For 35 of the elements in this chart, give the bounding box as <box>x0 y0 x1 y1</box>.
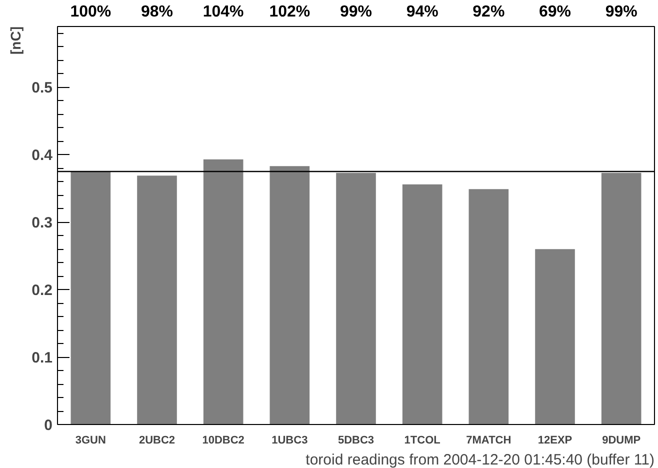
text: 99% <box>605 4 638 20</box>
text: 98% <box>140 4 174 20</box>
y-axis-title: [nC] <box>8 26 24 54</box>
bar <box>468 189 509 424</box>
bar <box>402 184 442 424</box>
x-tick-label: 1TCOL <box>404 434 441 446</box>
y-tick-label: 0.5 <box>32 80 53 97</box>
text: 104% <box>202 4 244 20</box>
x-tick-label: 1UBC3 <box>272 434 308 446</box>
x-tick-label: 10DBC2 <box>202 434 244 446</box>
text: 99% <box>340 4 372 20</box>
x-tick-label: 3GUN <box>75 434 106 446</box>
y-tick-label: 0.1 <box>32 350 53 367</box>
x-tick-label: 9DUMP <box>602 434 641 446</box>
text: 69% <box>538 4 572 20</box>
text: 92% <box>472 4 505 20</box>
bar <box>70 172 111 424</box>
bar <box>336 172 376 424</box>
y-tick-label: 0.3 <box>32 214 53 232</box>
bar <box>137 176 177 424</box>
y-tick-label: 0.4 <box>32 147 54 164</box>
x-tick-label: 7MATCH <box>466 434 512 446</box>
x-tick-label: 12EXP <box>538 434 572 446</box>
text: 100% <box>70 4 112 20</box>
text: 102% <box>269 4 310 20</box>
y-tick-label: 0.2 <box>32 282 53 300</box>
bar <box>270 166 310 424</box>
x-tick-label: 2UBC2 <box>138 434 176 446</box>
bar <box>203 159 244 424</box>
text: 94% <box>406 4 438 20</box>
x-axis-title: toroid readings from 2004-12-20 01:45:40 (buffer 11) <box>306 452 655 468</box>
y-tick-label: 0 <box>44 417 52 434</box>
bar <box>535 249 575 424</box>
x-tick-label: 5DBC3 <box>338 434 374 446</box>
bar <box>601 172 642 424</box>
